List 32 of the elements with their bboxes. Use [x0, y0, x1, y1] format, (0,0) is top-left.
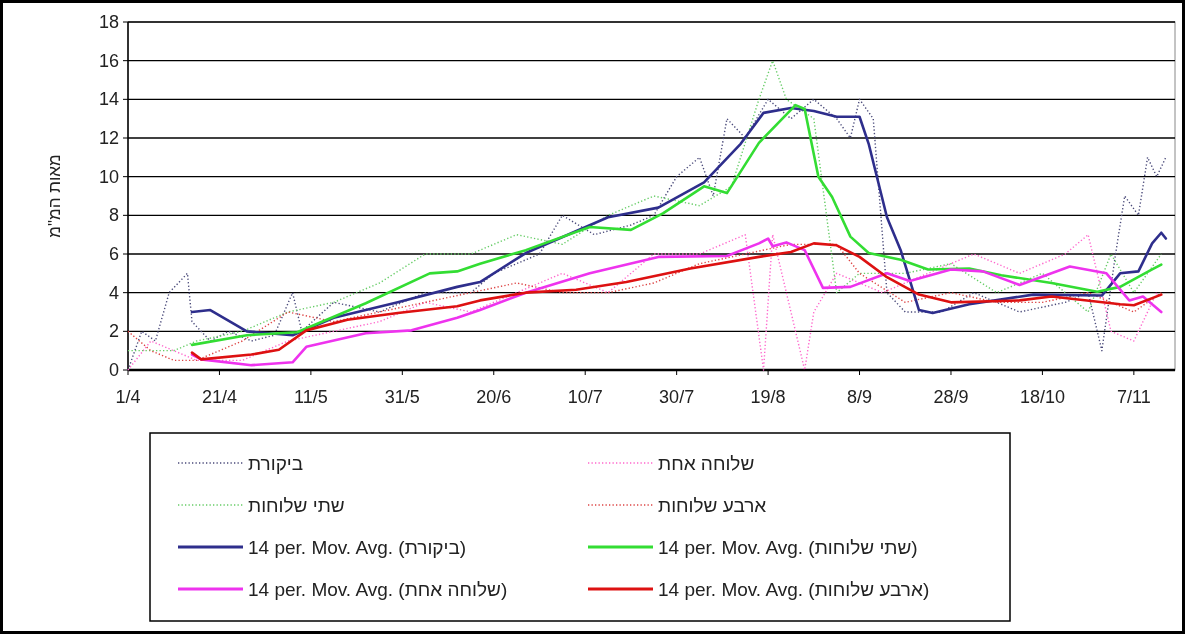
y-tick-label: 16 — [98, 50, 119, 71]
legend-label: 14 per. Mov. Avg. (שתי שלוחות) — [658, 537, 918, 558]
x-tick-label: 28/9 — [933, 387, 969, 407]
x-tick-label: 11/5 — [294, 387, 328, 407]
y-tick-label: 14 — [98, 89, 119, 110]
legend-label: שתי שלוחות — [248, 495, 345, 516]
y-tick-label: 0 — [108, 360, 119, 380]
y-tick-label: 4 — [108, 282, 119, 303]
x-tick-label: 20/6 — [476, 387, 512, 407]
legend-label: שלוחה אחת — [658, 453, 755, 474]
x-tick-label: 10/7 — [567, 387, 603, 407]
y-axis-title: מאות המ"מ — [45, 154, 64, 238]
x-tick-label: 1/4 — [115, 387, 141, 407]
legend-label: ביקורת — [248, 453, 304, 474]
legend-label: 14 per. Mov. Avg. (ארבע שלוחות) — [658, 579, 930, 600]
legend-label: 14 per. Mov. Avg. (שלוחה אחת) — [248, 579, 508, 600]
legend-label: ארבע שלוחות — [658, 495, 767, 516]
x-tick-label: 31/5 — [384, 387, 420, 407]
line-series — [127, 59, 1162, 352]
y-tick-label: 8 — [108, 205, 119, 226]
y-tick-label: 2 — [108, 321, 119, 342]
x-tick-label: 21/4 — [201, 387, 237, 407]
y-tick-label: 12 — [98, 128, 119, 148]
y-tick-label: 18 — [98, 12, 119, 32]
x-tick-label: 7/11 — [1117, 387, 1151, 407]
legend-label: 14 per. Mov. Avg. (ביקורת) — [248, 537, 467, 558]
x-tick-label: 19/8 — [750, 387, 786, 407]
x-tick-label: 8/9 — [847, 387, 873, 407]
x-tick-label: 18/10 — [1019, 387, 1065, 407]
y-tick-label: 10 — [98, 166, 119, 187]
x-tick-label: 30/7 — [659, 387, 695, 407]
y-tick-label: 6 — [108, 244, 119, 264]
